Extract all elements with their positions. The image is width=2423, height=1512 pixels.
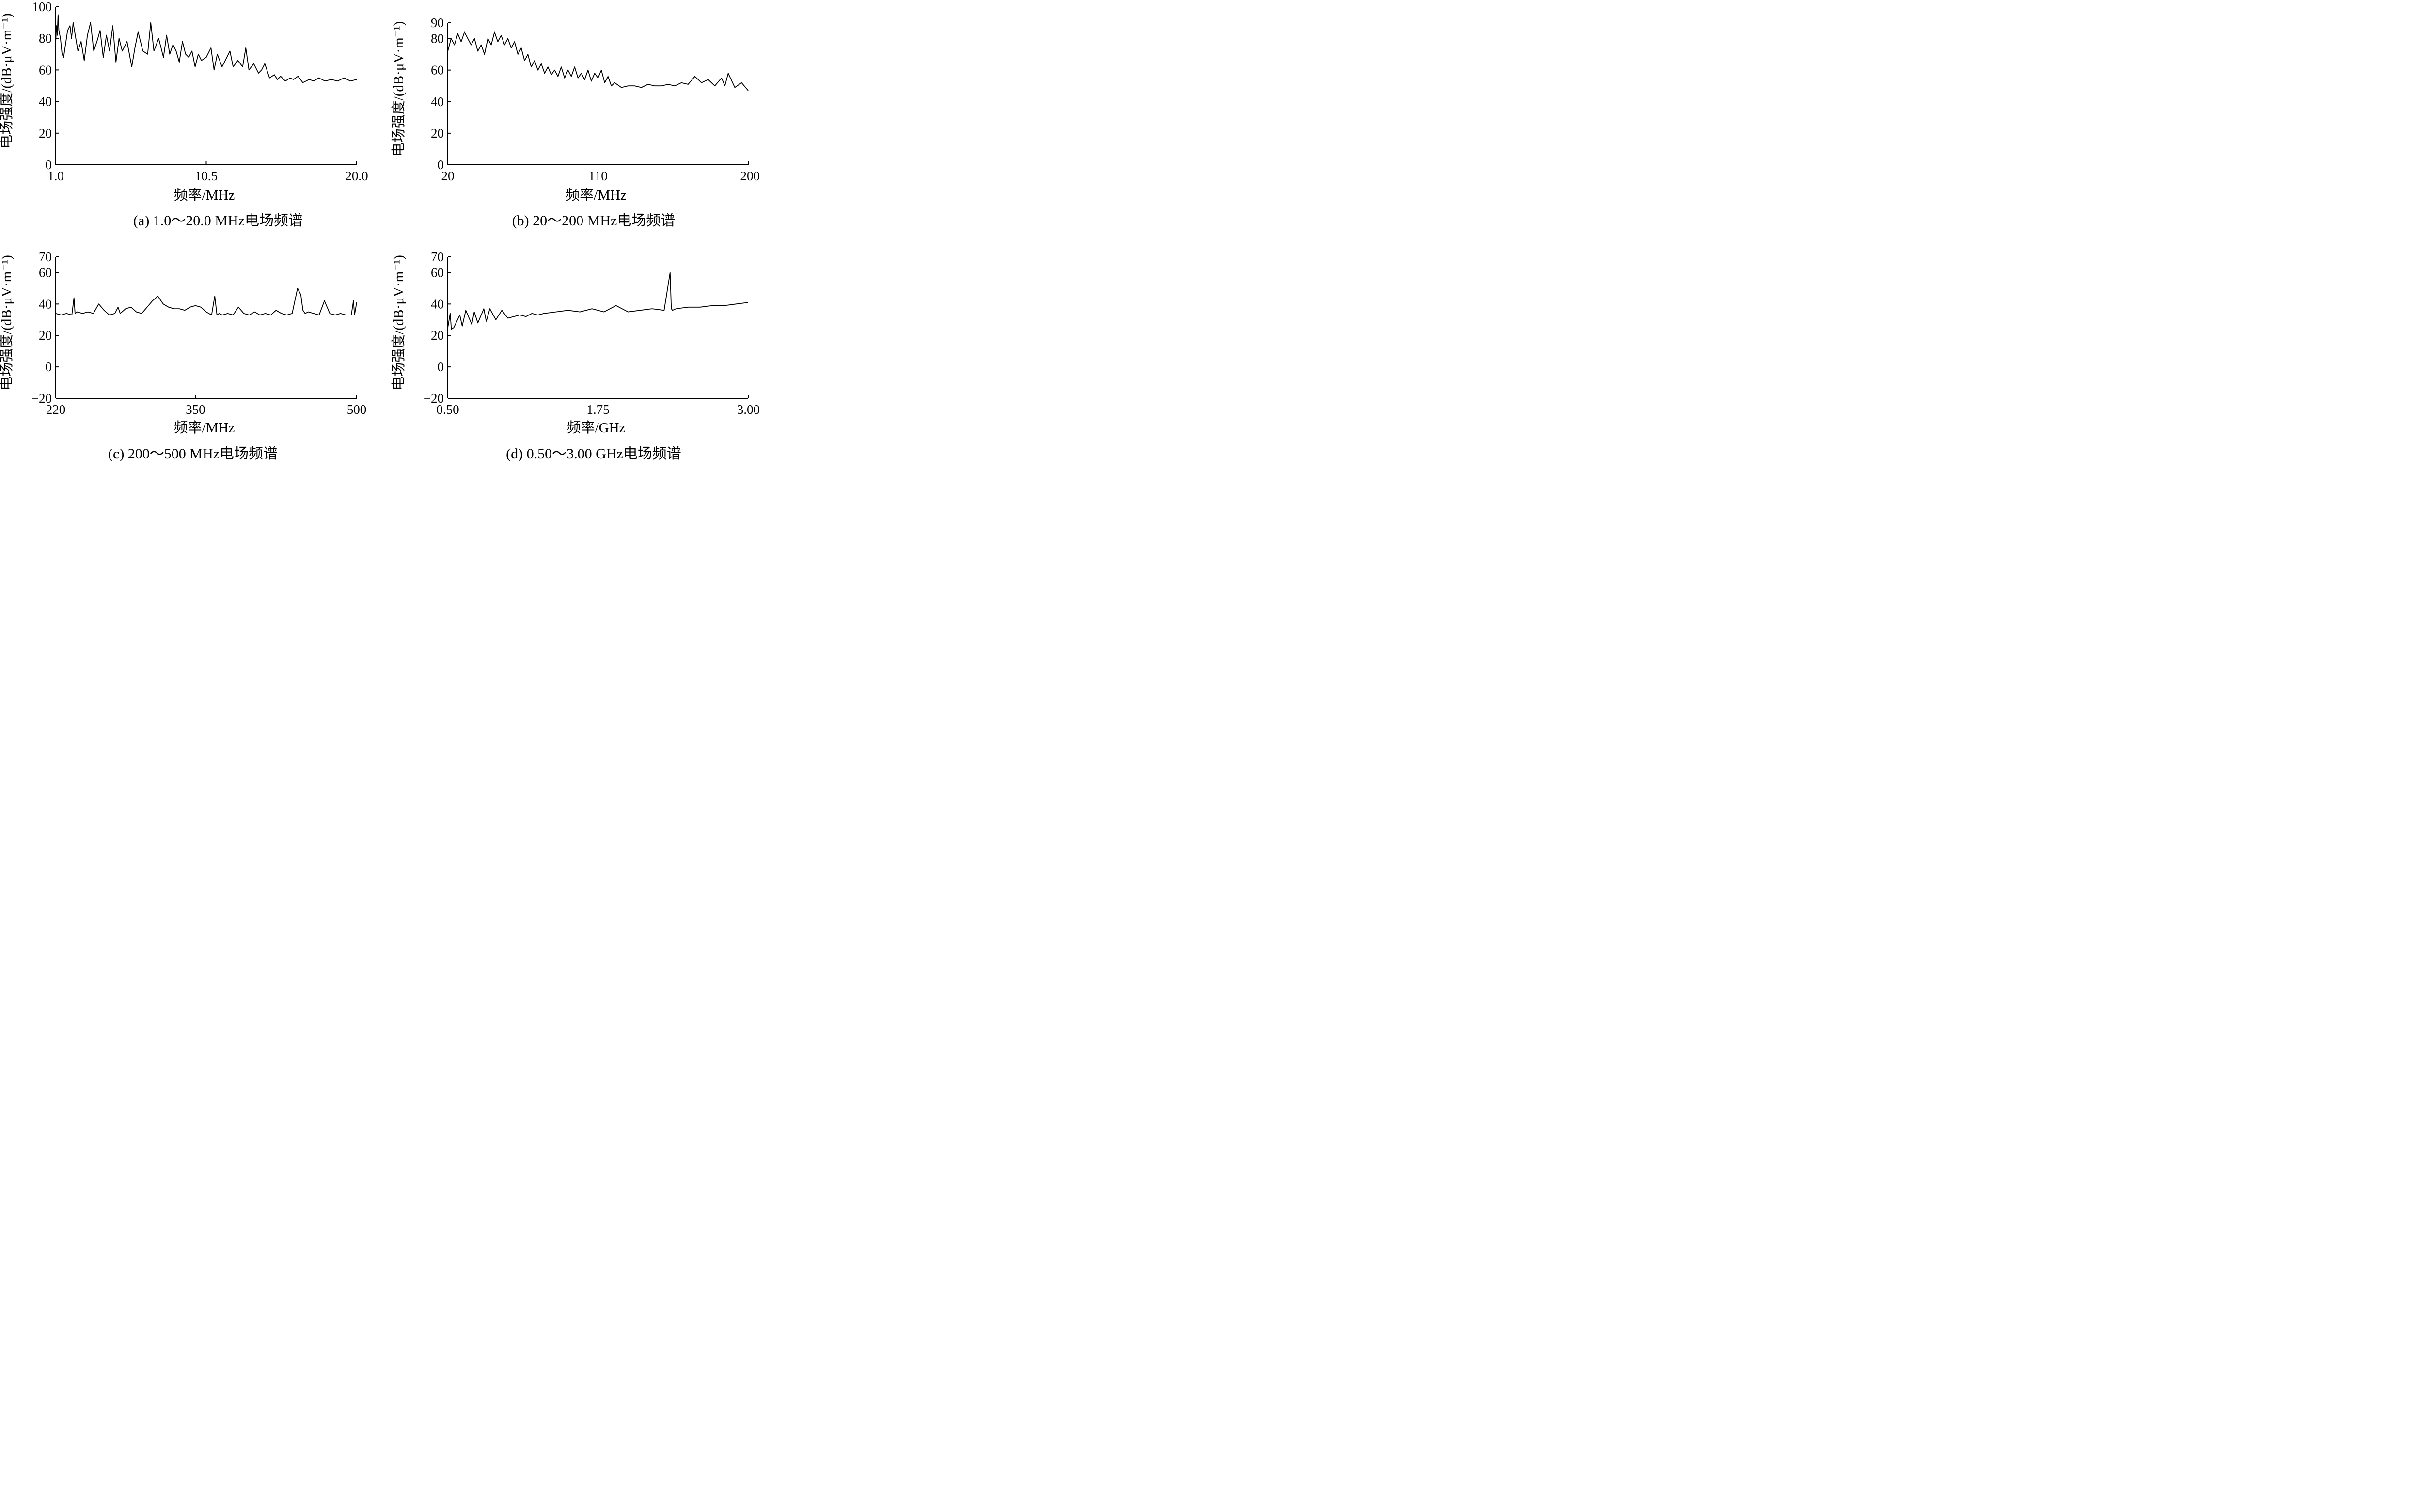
x-tick-label: 20 bbox=[441, 169, 455, 183]
x-axis-title: 频率/MHz bbox=[174, 420, 235, 436]
y-tick-label: 20 bbox=[431, 126, 444, 141]
spectrum-line bbox=[447, 32, 749, 91]
y-tick-label: 80 bbox=[39, 31, 52, 46]
y-tick-label: 0 bbox=[46, 360, 52, 374]
y-tick-label: 40 bbox=[39, 94, 52, 109]
x-tick-label: 350 bbox=[186, 402, 205, 417]
y-tick-label: 60 bbox=[39, 63, 52, 77]
y-tick-label: 80 bbox=[431, 32, 444, 46]
spectrum-line bbox=[55, 288, 357, 315]
y-tick-label: 60 bbox=[431, 265, 444, 280]
y-axis-title: 电场强度/(dB·μV·m⁻¹) bbox=[391, 21, 407, 157]
y-tick-label: 20 bbox=[39, 126, 52, 141]
y-tick-label: 60 bbox=[431, 63, 444, 78]
x-tick-label: 10.5 bbox=[195, 169, 218, 183]
x-tick-label: 20.0 bbox=[345, 169, 368, 183]
x-tick-label: 200 bbox=[740, 169, 760, 183]
x-tick-label: 220 bbox=[46, 402, 66, 417]
x-tick-label: 500 bbox=[347, 402, 367, 417]
x-tick-label: 1.0 bbox=[47, 169, 64, 183]
y-tick-label: 60 bbox=[39, 265, 52, 280]
y-axis-title: 电场强度/(dB·μV·m⁻¹) bbox=[0, 255, 15, 391]
panel-caption: (d) 0.50～3.00 GHz电场频谱 bbox=[506, 446, 681, 462]
x-tick-label: 0.50 bbox=[436, 402, 459, 417]
x-tick-label: 110 bbox=[588, 169, 608, 183]
y-tick-label: 0 bbox=[438, 158, 444, 172]
y-tick-label: 40 bbox=[431, 94, 444, 109]
y-tick-label: 0 bbox=[46, 158, 52, 172]
y-tick-label: 100 bbox=[32, 0, 52, 14]
x-axis-title: 频率/MHz bbox=[174, 187, 235, 203]
y-axis-title: 电场强度/(dB·μV·m⁻¹) bbox=[391, 255, 407, 391]
y-axis-title: 电场强度/(dB·μV·m⁻¹) bbox=[0, 13, 15, 149]
x-axis-title: 频率/GHz bbox=[567, 420, 626, 436]
spectrum-line bbox=[447, 272, 749, 330]
panel-caption: (a) 1.0～20.0 MHz电场频谱 bbox=[133, 213, 303, 229]
y-tick-label: 70 bbox=[431, 250, 444, 264]
panel-a: 0 20 40 60 80 100 1.0 10.5 20.0 频率/MHz 电场强度/(dB·μV… bbox=[0, 0, 368, 229]
y-tick-label: 70 bbox=[39, 250, 52, 264]
y-tick-label: 20 bbox=[431, 328, 444, 343]
panel-caption: (b) 20～200 MHz电场频谱 bbox=[512, 213, 676, 229]
y-tick-label: 40 bbox=[39, 297, 52, 311]
x-axis-title: 频率/MHz bbox=[566, 187, 627, 203]
spectrum-line bbox=[55, 14, 357, 83]
y-tick-label: 90 bbox=[431, 16, 444, 30]
y-tick-label: 0 bbox=[438, 360, 444, 374]
x-tick-label: 1.75 bbox=[586, 402, 609, 417]
y-tick-label: −20 bbox=[424, 391, 444, 406]
y-tick-label: −20 bbox=[31, 391, 52, 406]
y-tick-label: 40 bbox=[431, 297, 444, 311]
panel-caption: (c) 200～500 MHz电场频谱 bbox=[108, 446, 278, 462]
y-tick-label: 20 bbox=[39, 328, 52, 343]
x-tick-label: 3.00 bbox=[737, 402, 760, 417]
